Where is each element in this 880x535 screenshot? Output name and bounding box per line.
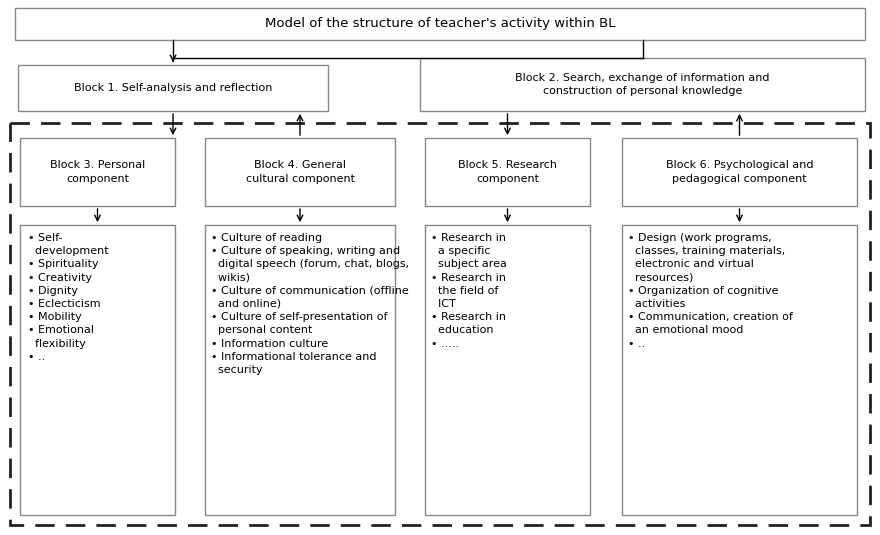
Text: Block 2. Search, exchange of information and
construction of personal knowledge: Block 2. Search, exchange of information… xyxy=(516,73,770,96)
Bar xyxy=(20,138,175,206)
Bar xyxy=(425,225,590,515)
Text: Block 4. General
cultural component: Block 4. General cultural component xyxy=(246,160,355,184)
Bar xyxy=(20,225,175,515)
Text: Block 1. Self-analysis and reflection: Block 1. Self-analysis and reflection xyxy=(74,83,272,93)
Bar xyxy=(205,225,395,515)
Text: Block 3. Personal
component: Block 3. Personal component xyxy=(50,160,145,184)
Text: Block 5. Research
component: Block 5. Research component xyxy=(458,160,557,184)
Text: • Self-
  development
• Spirituality
• Creativity
• Dignity
• Eclecticism
• Mobi: • Self- development • Spirituality • Cre… xyxy=(28,233,108,362)
Bar xyxy=(425,138,590,206)
Bar xyxy=(622,138,857,206)
Bar xyxy=(205,138,395,206)
Text: Block 6. Psychological and
pedagogical component: Block 6. Psychological and pedagogical c… xyxy=(666,160,813,184)
Bar xyxy=(622,225,857,515)
Bar xyxy=(420,58,865,111)
Text: • Design (work programs,
  classes, training materials,
  electronic and virtual: • Design (work programs, classes, traini… xyxy=(628,233,793,349)
Bar xyxy=(15,8,865,40)
Text: Model of the structure of teacher's activity within BL: Model of the structure of teacher's acti… xyxy=(265,18,615,30)
Bar xyxy=(10,123,870,525)
Bar xyxy=(18,65,328,111)
Text: • Research in
  a specific
  subject area
• Research in
  the field of
  ICT
• R: • Research in a specific subject area • … xyxy=(431,233,507,349)
Text: • Culture of reading
• Culture of speaking, writing and
  digital speech (forum,: • Culture of reading • Culture of speaki… xyxy=(211,233,409,375)
